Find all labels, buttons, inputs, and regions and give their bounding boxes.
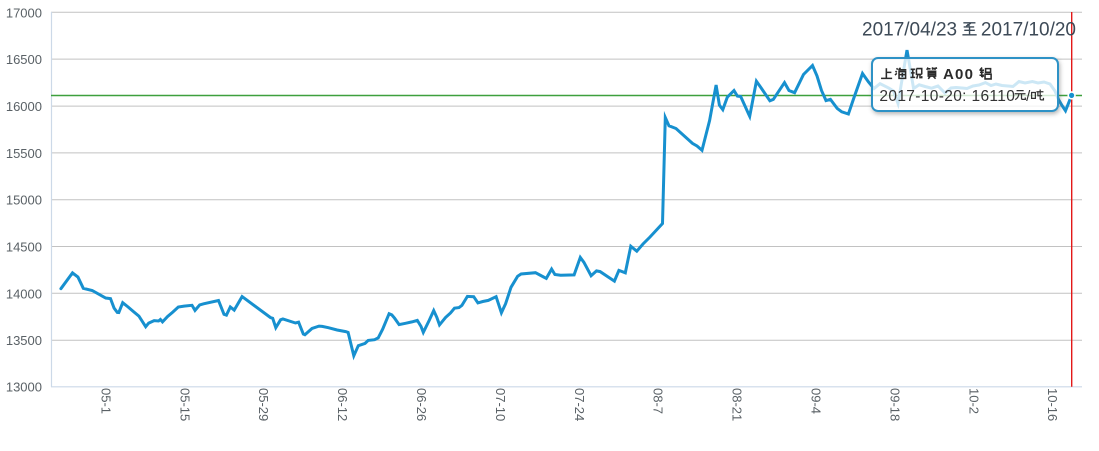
svg-text:06-26: 06-26	[414, 388, 429, 421]
svg-text:09-4: 09-4	[809, 388, 824, 414]
svg-text:06-12: 06-12	[335, 388, 350, 421]
svg-text:05-29: 05-29	[256, 388, 271, 421]
svg-text:17000: 17000	[6, 5, 42, 20]
svg-text:15500: 15500	[6, 146, 42, 161]
svg-text:2017/10/20: 2017/10/20	[981, 19, 1076, 40]
svg-text:13000: 13000	[6, 380, 42, 395]
svg-text:2017/04/23: 2017/04/23	[862, 19, 957, 40]
svg-text:14000: 14000	[6, 286, 42, 301]
svg-text:10-2: 10-2	[966, 388, 981, 414]
svg-text:07-24: 07-24	[572, 388, 587, 421]
svg-text:A00: A00	[943, 66, 974, 83]
svg-text:08-21: 08-21	[730, 388, 745, 421]
svg-text:13500: 13500	[6, 333, 42, 348]
svg-text:14500: 14500	[6, 240, 42, 255]
svg-text:08-7: 08-7	[651, 388, 666, 414]
svg-text:05-15: 05-15	[177, 388, 192, 421]
svg-text:07-10: 07-10	[493, 388, 508, 421]
svg-text:2017-10-20: 16110: 2017-10-20: 16110	[879, 88, 1015, 105]
svg-text:10-16: 10-16	[1045, 388, 1060, 421]
svg-text:16500: 16500	[6, 52, 42, 67]
svg-text:15000: 15000	[6, 193, 42, 208]
svg-text:09-18: 09-18	[887, 388, 902, 421]
svg-text:/: /	[1026, 88, 1031, 105]
svg-text:05-1: 05-1	[98, 388, 113, 414]
svg-text:16000: 16000	[6, 99, 42, 114]
